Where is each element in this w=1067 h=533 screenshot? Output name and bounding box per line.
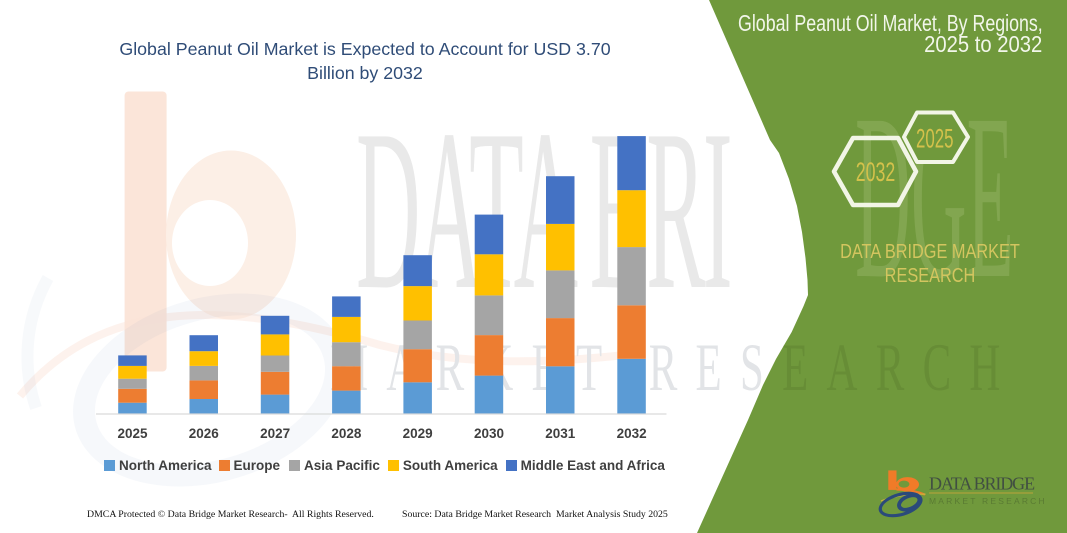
svg-text:MARKET RESEARCH: MARKET RESEARCH: [929, 496, 1047, 506]
svg-text:2025: 2025: [916, 123, 954, 153]
svg-text:2032: 2032: [856, 157, 896, 187]
svg-text:DATA BRIDGE: DATA BRIDGE: [929, 474, 1035, 494]
